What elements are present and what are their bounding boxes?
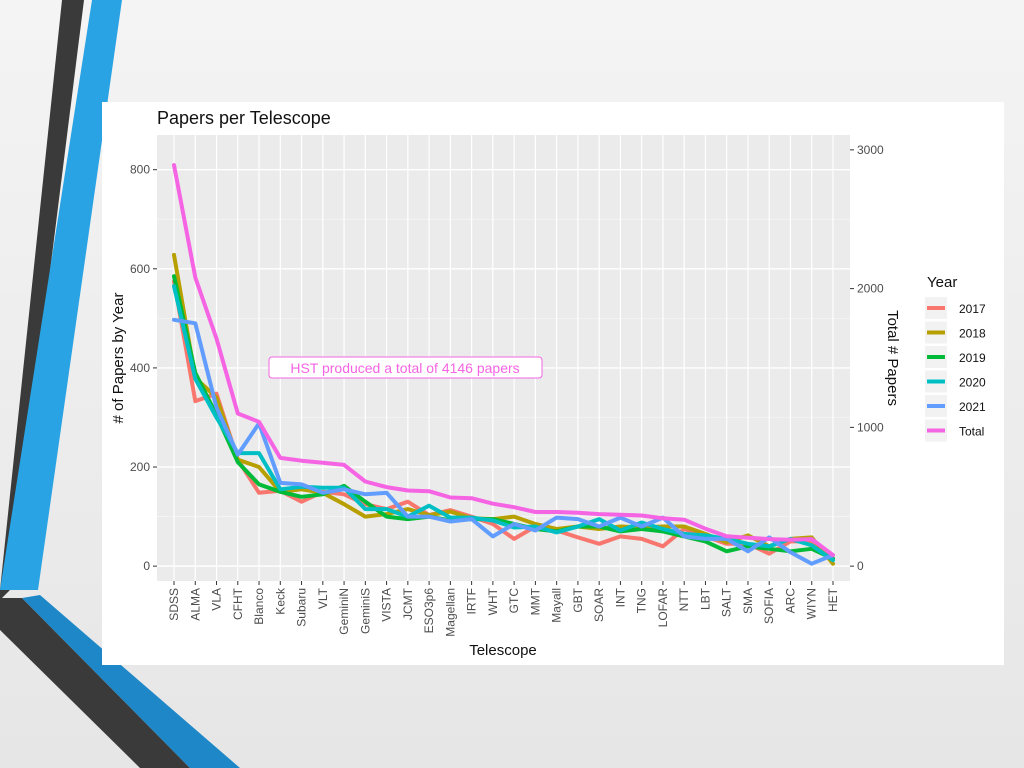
x-tick-label: ARC [784,588,798,614]
legend-label: 2019 [959,351,986,365]
series-line-2019 [172,274,835,561]
x-axis-label: Telescope [469,642,537,659]
x-tick-label: SOAR [592,588,606,622]
annotation-box [268,356,543,379]
legend-items: 2017 2018 2019 2020 2021 Total [925,297,986,442]
left-axis-ticks: 0 200 400 600 800 [130,163,157,573]
series-lines [172,163,835,566]
x-tick-label: GeminiN [337,588,351,635]
x-tick-label: Subaru [295,588,309,627]
right-axis-ticks: 0 1000 2000 3000 [850,143,884,573]
left-tick-label: 0 [143,559,150,573]
dark-stripe-top [0,0,84,600]
legend-label: 2018 [959,327,986,341]
x-tick-label: Mayall [550,588,564,623]
x-tick-label: LOFAR [656,588,670,628]
x-tick-label: GBT [571,587,585,612]
x-tick-label: GeminiS [358,588,372,634]
blue-stripe-bottom [22,595,240,768]
x-tick-label: WHT [486,587,500,615]
x-tick-label: IRTF [465,588,479,614]
dark-stripe-bottom [0,598,190,768]
x-tick-label: SDSS [167,588,181,621]
x-tick-label: SALT [720,587,734,617]
x-tick-label: MMT [528,587,542,615]
blue-stripe-top [0,0,122,590]
x-tick-label: SMA [741,588,755,614]
x-tick-label: TNG [635,588,649,613]
x-tick-label: Magellan [443,588,457,637]
legend-label: 2021 [959,400,986,414]
x-tick-label: SOFIA [762,588,776,624]
y2-axis-label: Total # Papers [884,310,901,406]
legend-title: Year [927,274,957,291]
x-tick-label: Keck [273,587,287,615]
annotation-label: HST produced a total of 4146 papers [268,356,543,379]
x-tick-label: JCMT [401,587,415,620]
legend-label: 2020 [959,376,986,390]
left-tick-label: 800 [130,163,150,177]
series-line-2021 [172,317,835,566]
left-tick-label: 200 [130,460,150,474]
annotation-text: HST produced a total of 4146 papers [290,360,519,376]
series-line-total [172,163,835,558]
x-tick-label: WIYN [805,588,819,619]
x-tick-label: LBT [698,587,712,610]
left-tick-label: 600 [130,262,150,276]
x-axis-ticks: SDSS ALMA VLA CFHT Blanco Keck Subaru VLT Gemini… [167,581,840,637]
x-tick-label: CFHT [231,587,245,620]
line-chart: Papers per Telescope 0 200 400 600 800 0 1000… [110,108,986,659]
right-tick-label: 0 [857,559,864,573]
legend-label: Total [959,425,984,439]
chart-panel: Papers per Telescope 0 200 400 600 800 0 1000… [102,102,1004,665]
y-axis-label: # of Papers by Year [110,293,127,424]
x-tick-label: NTT [677,587,691,611]
x-tick-label: HET [826,587,840,612]
x-tick-label: Blanco [252,588,266,625]
right-tick-label: 2000 [857,282,884,296]
x-tick-label: INT [613,587,627,607]
x-tick-label: VLA [210,588,224,611]
grid-minor [157,218,850,517]
right-tick-label: 1000 [857,420,884,434]
legend-label: 2017 [959,302,986,316]
x-tick-label: ALMA [188,588,202,621]
chart-title: Papers per Telescope [157,108,331,128]
legend: Year 2017 2018 2019 2020 2021 Total [925,274,986,442]
x-tick-label: VLT [316,587,330,609]
x-tick-label: VISTA [380,588,394,622]
x-tick-label: ESO3p6 [422,588,436,634]
left-tick-label: 400 [130,361,150,375]
right-tick-label: 3000 [857,143,884,157]
x-tick-label: GTC [507,588,521,614]
